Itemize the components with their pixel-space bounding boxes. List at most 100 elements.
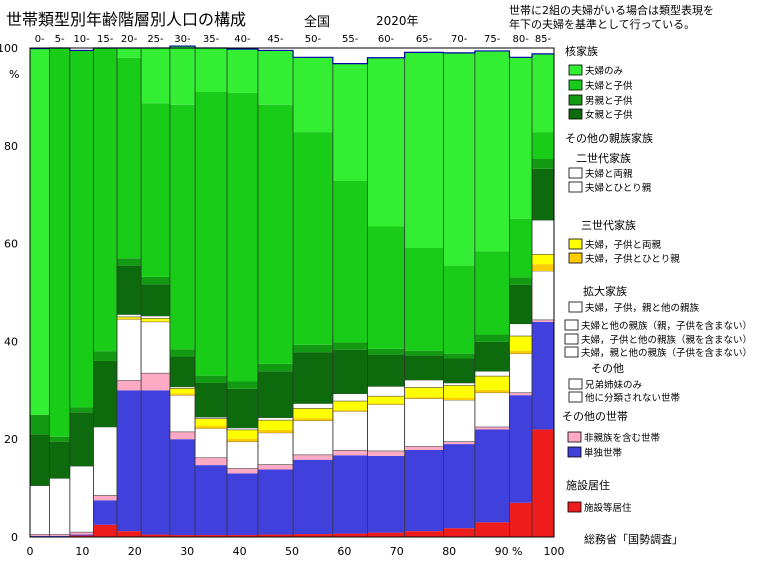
- x-tick-label: 20: [128, 545, 142, 558]
- y-tick-label: 80: [4, 140, 18, 153]
- legend-label-mother-children: 女親と子供: [585, 109, 633, 121]
- segment-55-0: [332, 533, 368, 537]
- age-group-label: 30-: [174, 34, 191, 45]
- legend-group-label: その他の世帯: [562, 410, 628, 423]
- segment-40-8: [227, 381, 258, 389]
- year-label: 2020年: [376, 14, 419, 28]
- segment-65-1: [404, 449, 444, 532]
- segment-50-1: [293, 459, 333, 535]
- segment-65-9: [404, 248, 444, 351]
- legend-label-two-gen-one-parent: 夫婦とひとり親: [585, 182, 652, 194]
- age-group-label: 80-: [513, 34, 530, 45]
- legend-swatch-extended-2: [564, 319, 579, 331]
- legend-swatch-extended-1: [568, 301, 583, 313]
- segment-35-8: [195, 375, 228, 383]
- segment-25-5: [141, 318, 170, 321]
- segment-75-2: [474, 426, 510, 430]
- segment-5-2: [49, 534, 70, 537]
- segment-30-2: [169, 431, 196, 440]
- segment-85-8: [531, 159, 554, 169]
- segment-5-8: [49, 436, 70, 442]
- segment-40-6: [226, 427, 259, 431]
- segment-40-7: [227, 388, 258, 428]
- segment-10-1: [69, 534, 94, 536]
- age-group-label: 40-: [234, 34, 251, 45]
- segment-50-10: [293, 57, 333, 133]
- segment-15-9: [93, 48, 117, 352]
- segment-30-6: [169, 386, 196, 389]
- segment-35-2: [195, 457, 228, 466]
- segment-70-7: [443, 358, 475, 383]
- segment-40-9: [227, 92, 258, 382]
- segment-85-7: [531, 168, 554, 221]
- segment-65-3: [404, 398, 444, 447]
- segment-25-6: [140, 315, 171, 319]
- age-group-label: 45-: [267, 34, 284, 45]
- y-tick-label: 100: [0, 42, 18, 55]
- legend-swatch-extended-4: [564, 346, 579, 358]
- segment-40-5: [227, 429, 258, 439]
- segment-75-0: [474, 522, 510, 537]
- segment-80-4: [509, 350, 532, 354]
- legend-label-three-gen-parents: 夫婦，子供と両親: [585, 239, 662, 251]
- segment-15-8: [93, 351, 117, 361]
- segment-55-8: [332, 342, 368, 350]
- segment-80-5: [509, 336, 532, 351]
- segment-60-10: [367, 57, 405, 227]
- segment-30-10: [169, 46, 196, 105]
- segment-60-4: [367, 403, 405, 405]
- segment-45-5: [257, 420, 294, 430]
- segment-25-1: [141, 390, 170, 535]
- segment-20-6: [116, 314, 142, 318]
- age-group-label: 70-: [451, 34, 468, 45]
- segment-80-8: [509, 277, 532, 285]
- legend-swatch-mother-children: [568, 108, 583, 120]
- chart-title: 世帯類型別年齢階層別人口の構成: [6, 10, 247, 29]
- legend-swatch-non-relative: [567, 431, 582, 443]
- segment-65-7: [404, 355, 444, 381]
- segment-85-10: [531, 53, 554, 133]
- legend-swatch-extended-3: [564, 333, 579, 345]
- segment-85-0: [531, 429, 554, 537]
- x-tick-label: 100: [544, 545, 565, 558]
- legend-label-extended-4: 夫婦，親と他の親族（子供を含まない）: [581, 347, 752, 359]
- segment-85-4: [531, 264, 554, 271]
- age-group-label: 60-: [378, 34, 395, 45]
- source-label: 総務省「国勢調査」: [584, 533, 683, 546]
- x-tick-label: 80: [442, 545, 456, 558]
- x-tick-label: 90: [495, 545, 509, 558]
- segment-45-9: [257, 104, 294, 364]
- top-outline: [30, 45, 554, 65]
- legend-group-label: 施設居住: [566, 478, 610, 492]
- segment-70-5: [443, 385, 475, 398]
- age-group-label: 15-: [97, 34, 114, 45]
- segment-45-6: [257, 417, 294, 421]
- segment-55-10: [332, 63, 368, 182]
- legend-swatch-three-gen-one-parent: [568, 252, 583, 264]
- segment-75-1: [474, 429, 510, 523]
- legend-label-other-unclassified: 他に分類されない世帯: [585, 392, 681, 404]
- legend-swatch-couple-children: [568, 79, 583, 91]
- segment-75-9: [474, 251, 510, 335]
- segment-45-0: [257, 534, 294, 537]
- segment-10-9: [69, 50, 94, 408]
- segment-65-0: [404, 531, 444, 537]
- legend-label-three-gen-one-parent: 夫婦，子供とひとり親: [585, 253, 680, 265]
- segment-70-8: [443, 353, 475, 359]
- segment-70-0: [443, 528, 475, 537]
- note-line-1: 世帯に2組の夫婦がいる場合は類型表現を: [509, 4, 714, 17]
- segment-65-10: [404, 52, 444, 249]
- segment-40-3: [226, 441, 259, 469]
- segment-55-1: [332, 455, 368, 534]
- segment-80-7: [509, 284, 532, 324]
- segment-20-3: [116, 319, 142, 381]
- segment-75-5: [474, 376, 510, 390]
- segment-70-2: [443, 441, 475, 445]
- segment-80-2: [509, 392, 532, 396]
- segment-35-4: [195, 425, 228, 429]
- segment-20-10: [116, 48, 142, 58]
- segment-55-2: [332, 450, 368, 456]
- segment-50-3: [292, 420, 334, 456]
- legend-label-extended-2: 夫婦と他の親族（親，子供を含まない）: [581, 320, 752, 332]
- segment-55-4: [332, 409, 368, 412]
